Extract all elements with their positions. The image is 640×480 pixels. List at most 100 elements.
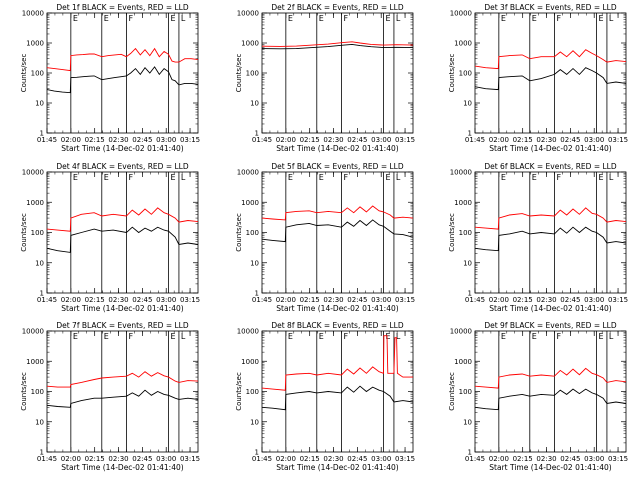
x-tick-label: 02:45 xyxy=(560,136,580,144)
panel-title: Det 9f BLACK = Events, RED = LLD xyxy=(484,321,617,330)
event-marker-label: E xyxy=(104,173,109,182)
x-tick-label: 03:00 xyxy=(156,136,176,144)
x-tick-label: 02:45 xyxy=(560,455,580,463)
event-marker-label: E xyxy=(73,332,78,341)
y-tick-label: 1000 xyxy=(241,358,259,366)
x-tick-label: 02:00 xyxy=(276,136,296,144)
x-axis-label: Start Time (14-Dec-02 01:41:40) xyxy=(489,463,611,472)
event-marker-label: L xyxy=(609,173,614,182)
x-tick-label: 02:30 xyxy=(108,296,128,304)
y-tick-label: 10 xyxy=(463,259,472,267)
x-tick-label: 02:15 xyxy=(85,296,105,304)
x-tick-label: 02:00 xyxy=(61,455,81,463)
x-tick-label: 02:30 xyxy=(536,455,556,463)
x-tick-label: 02:00 xyxy=(489,136,509,144)
y-tick-label: 1 xyxy=(255,449,259,457)
x-tick-label: 03:00 xyxy=(156,455,176,463)
y-tick-label: 1000 xyxy=(454,40,472,48)
x-tick-label: 03:00 xyxy=(584,296,604,304)
y-tick-label: 100 xyxy=(459,70,472,78)
x-tick-label: 01:45 xyxy=(37,136,57,144)
x-tick-label: 02:30 xyxy=(323,296,343,304)
y-tick-label: 10000 xyxy=(450,169,472,177)
event-marker-label: F xyxy=(343,173,348,182)
y-tick-label: 1000 xyxy=(26,40,44,48)
event-marker-label: E xyxy=(599,332,604,341)
x-tick-label: 03:15 xyxy=(395,136,415,144)
y-axis-label: Counts/sec xyxy=(448,54,456,93)
panel-title: Det 6f BLACK = Events, RED = LLD xyxy=(484,162,617,171)
lld-series-line xyxy=(475,49,626,70)
y-tick-label: 100 xyxy=(459,388,472,396)
y-tick-label: 10000 xyxy=(237,169,259,177)
x-tick-label: 01:45 xyxy=(252,296,272,304)
event-marker-label: E xyxy=(386,14,391,23)
plot-frame xyxy=(46,171,199,294)
x-tick-label: 02:15 xyxy=(300,455,320,463)
panel-title: Det 5f BLACK = Events, RED = LLD xyxy=(271,162,404,171)
event-marker-label: L xyxy=(396,14,401,23)
x-tick-label: 02:15 xyxy=(85,455,105,463)
event-marker-label: L xyxy=(396,332,401,341)
x-axis-label: Start Time (14-Dec-02 01:41:40) xyxy=(276,463,398,472)
lld-series-line xyxy=(47,47,198,72)
x-tick-label: 02:30 xyxy=(323,136,343,144)
y-tick-label: 10 xyxy=(250,100,259,108)
x-tick-label: 03:00 xyxy=(156,296,176,304)
y-tick-label: 1 xyxy=(40,290,44,298)
events-series-line xyxy=(47,389,198,408)
event-marker-label: E xyxy=(532,332,537,341)
x-tick-label: 02:45 xyxy=(560,296,580,304)
event-marker-label: E xyxy=(319,173,324,182)
y-tick-label: 1 xyxy=(40,449,44,457)
events-series-line xyxy=(47,226,198,253)
panel-7: Det 7f BLACK = Events, RED = LLD 1 10 100 10… xyxy=(20,321,200,472)
y-tick-label: 10 xyxy=(463,100,472,108)
x-tick-label: 02:15 xyxy=(300,296,320,304)
x-tick-label: 02:15 xyxy=(513,455,533,463)
x-tick-label: 01:45 xyxy=(252,455,272,463)
y-tick-label: 1 xyxy=(255,130,259,138)
events-series-line xyxy=(475,226,626,252)
event-marker-label: E xyxy=(599,173,604,182)
x-tick-label: 02:45 xyxy=(132,136,152,144)
plot-frame xyxy=(474,12,627,134)
x-tick-label: 01:45 xyxy=(252,136,272,144)
event-marker-label: E xyxy=(501,173,506,182)
panel-title: Det 4f BLACK = Events, RED = LLD xyxy=(56,162,189,171)
y-tick-label: 1 xyxy=(468,130,472,138)
event-marker-label: E xyxy=(319,332,324,341)
event-marker-label: E xyxy=(171,332,176,341)
panel-8: Det 8f BLACK = Events, RED = LLD 1 10 100 10… xyxy=(235,321,415,472)
y-tick-label: 10000 xyxy=(450,10,472,18)
x-tick-label: 01:45 xyxy=(465,296,485,304)
y-tick-label: 1 xyxy=(40,130,44,138)
events-series-line xyxy=(475,388,626,411)
plot-frame xyxy=(474,171,627,294)
y-tick-label: 100 xyxy=(246,70,259,78)
y-tick-label: 10 xyxy=(35,100,44,108)
panel-5: Det 5f BLACK = Events, RED = LLD 1 10 100 10… xyxy=(235,162,415,313)
x-tick-label: 03:15 xyxy=(180,296,200,304)
x-tick-label: 02:00 xyxy=(61,296,81,304)
x-tick-label: 02:45 xyxy=(347,136,367,144)
event-marker-label: E xyxy=(104,14,109,23)
y-tick-label: 1 xyxy=(468,449,472,457)
y-tick-label: 10000 xyxy=(22,169,44,177)
x-tick-label: 02:15 xyxy=(513,136,533,144)
x-tick-label: 02:00 xyxy=(61,136,81,144)
x-tick-label: 03:15 xyxy=(608,296,628,304)
panel-title: Det 3f BLACK = Events, RED = LLD xyxy=(484,3,617,12)
panel-title: Det 2f BLACK = Events, RED = LLD xyxy=(271,3,404,12)
y-tick-label: 10000 xyxy=(22,10,44,18)
y-tick-label: 10000 xyxy=(237,328,259,336)
x-tick-label: 03:00 xyxy=(584,455,604,463)
x-tick-label: 01:45 xyxy=(37,296,57,304)
events-series-line xyxy=(47,66,198,94)
event-marker-label: L xyxy=(396,173,401,182)
event-marker-label: E xyxy=(171,173,176,182)
event-marker-label: F xyxy=(343,14,348,23)
y-axis-label: Counts/sec xyxy=(20,213,28,252)
y-axis-label: Counts/sec xyxy=(235,213,243,252)
